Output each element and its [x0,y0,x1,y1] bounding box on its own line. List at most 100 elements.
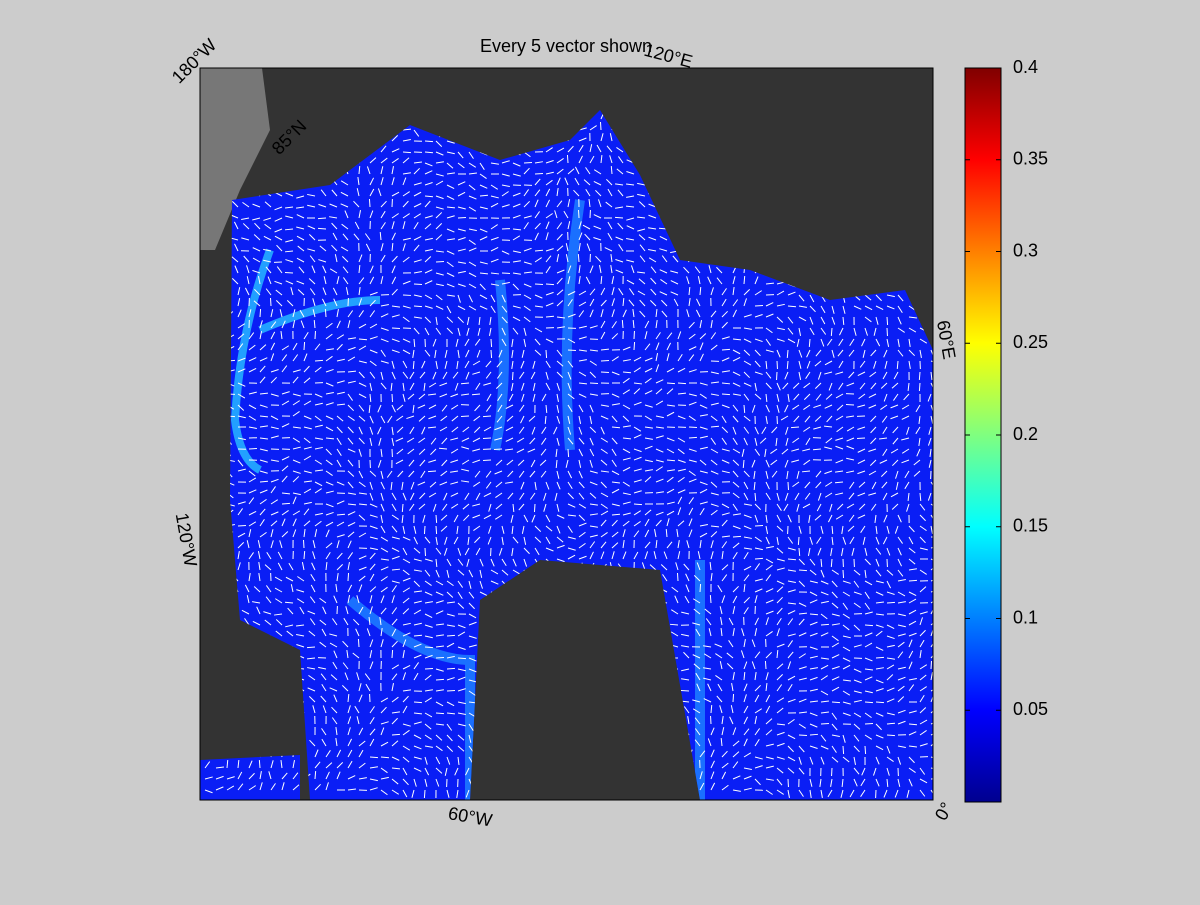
vector [325,309,326,317]
vector [424,790,425,798]
vector [436,679,444,680]
vector [436,261,444,262]
vector [722,394,730,395]
vector [810,734,818,735]
vector [249,448,257,449]
vector [436,526,437,534]
vector [425,647,433,648]
vector [307,647,315,648]
vector [876,702,884,703]
vector [535,173,543,174]
vector [402,504,403,512]
vector [689,437,697,438]
vector [413,361,414,369]
vector [578,254,579,262]
vector [612,427,620,428]
colorbar-tick-label: 0.4 [1013,57,1038,77]
vector [535,284,543,285]
vector [358,639,359,647]
vector [315,771,316,779]
vector [546,316,554,317]
vector [447,668,455,669]
vector [238,525,246,526]
map-title: Every 5 vector shown [480,36,652,56]
vector [755,558,763,559]
vector [670,624,678,625]
vector [369,199,370,207]
vector [318,218,326,219]
vector [259,760,260,768]
vector [700,584,701,592]
vector [798,537,799,545]
vector [865,746,866,754]
vector [876,657,884,658]
vector [733,536,741,537]
vector [887,602,895,603]
vector [919,383,920,391]
colorbar-tick-label: 0.15 [1013,516,1048,536]
vector [534,504,535,512]
vector [832,702,840,703]
vector [425,152,433,153]
vector [887,735,895,736]
vector [318,228,326,229]
vector [667,383,675,384]
vector [821,723,829,724]
vector [611,166,612,174]
vector [304,551,305,559]
vector [424,526,425,534]
lon-label: 0° [931,799,957,824]
vector [677,573,678,581]
vector [831,559,832,567]
lon-label: 60°W [447,803,494,830]
vector [799,548,800,556]
vector [304,342,305,350]
vector [568,350,576,351]
vector [370,757,378,758]
vector [348,573,349,581]
vector [765,661,766,669]
colorbar-tick-label: 0.1 [1013,607,1038,627]
vector [744,405,745,413]
vector [491,350,492,358]
colorbar [965,68,1001,802]
vector [623,372,631,373]
vector [831,328,832,336]
vector [787,350,788,358]
vector [865,625,873,626]
vector [392,650,393,658]
vector [483,460,491,461]
colorbar-tick-label: 0.05 [1013,699,1048,719]
vector [919,372,920,380]
vector [315,360,323,361]
vector [392,734,400,735]
vector [414,702,422,703]
vector [615,217,623,218]
lon-label: 120°W [172,511,201,568]
vector [303,540,304,548]
vector [887,317,888,325]
vector [791,427,799,428]
vector [787,361,788,369]
lon-label: 60°E [933,319,960,361]
vector [546,350,547,358]
vector [622,320,623,328]
colorbar-tick-label: 0.35 [1013,149,1048,169]
colorbar-tick-label: 0.3 [1013,240,1038,260]
lon-label: 120°E [642,40,695,72]
vector [634,504,642,505]
vector [491,339,492,347]
vector [678,383,686,384]
vector [425,548,426,556]
vector [744,276,745,284]
vector [689,427,697,428]
vector [282,503,290,504]
vector [821,624,829,625]
colorbar-tick-label: 0.2 [1013,424,1038,444]
vector [809,339,810,347]
vector [909,580,917,581]
vector [733,694,734,702]
vector [667,460,675,461]
